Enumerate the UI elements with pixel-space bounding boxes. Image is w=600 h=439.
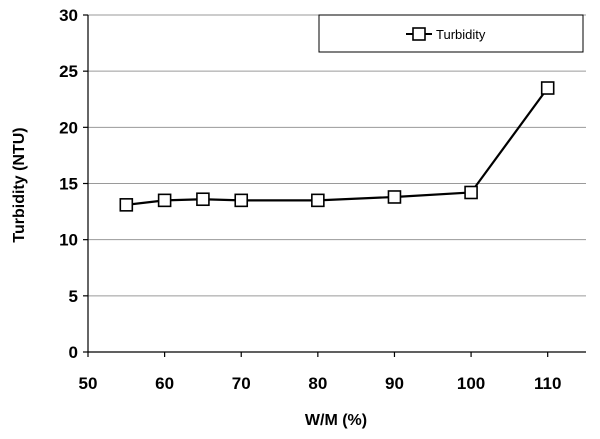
data-point-55 <box>119 198 134 212</box>
data-point-80 <box>311 193 325 208</box>
legend-label-turbidity: Turbidity <box>436 27 486 42</box>
data-point-110 <box>540 81 555 95</box>
x-tick-label-80: 80 <box>308 374 327 393</box>
x-tick-label-70: 70 <box>232 374 251 393</box>
x-tick-label-90: 90 <box>385 374 404 393</box>
x-tick-label-50: 50 <box>79 374 98 393</box>
y-tick-label-15: 15 <box>59 175 78 194</box>
x-tick-labels: 50 60 70 80 90 100 110 <box>79 374 562 393</box>
x-axis-title: W/M (%) <box>305 412 367 429</box>
x-tick-label-110: 110 <box>534 374 561 393</box>
axes <box>83 14 586 357</box>
y-tick-label-30: 30 <box>59 6 78 25</box>
x-tick-label-100: 100 <box>457 374 485 393</box>
y-tick-label-5: 5 <box>69 287 78 306</box>
gridlines <box>88 14 586 297</box>
y-tick-label-0: 0 <box>69 343 78 362</box>
y-tick-label-10: 10 <box>59 231 78 250</box>
data-point-100 <box>464 185 478 200</box>
legend: Turbidity <box>318 14 584 53</box>
series-layer <box>119 81 555 212</box>
data-point-65 <box>196 192 210 207</box>
y-tick-label-20: 20 <box>59 118 78 137</box>
y-axis-title: Turbidity (NTU) <box>11 127 28 242</box>
x-tick-label-60: 60 <box>155 374 174 393</box>
legend-box <box>318 14 584 53</box>
data-point-70 <box>234 193 249 208</box>
data-point-90 <box>387 190 402 204</box>
data-point-60 <box>157 193 172 208</box>
y-tick-labels: 0 5 10 15 20 25 30 <box>59 6 78 362</box>
series-line-0 <box>126 87 549 206</box>
legend-marker <box>412 27 426 41</box>
y-tick-label-25: 25 <box>59 62 78 81</box>
